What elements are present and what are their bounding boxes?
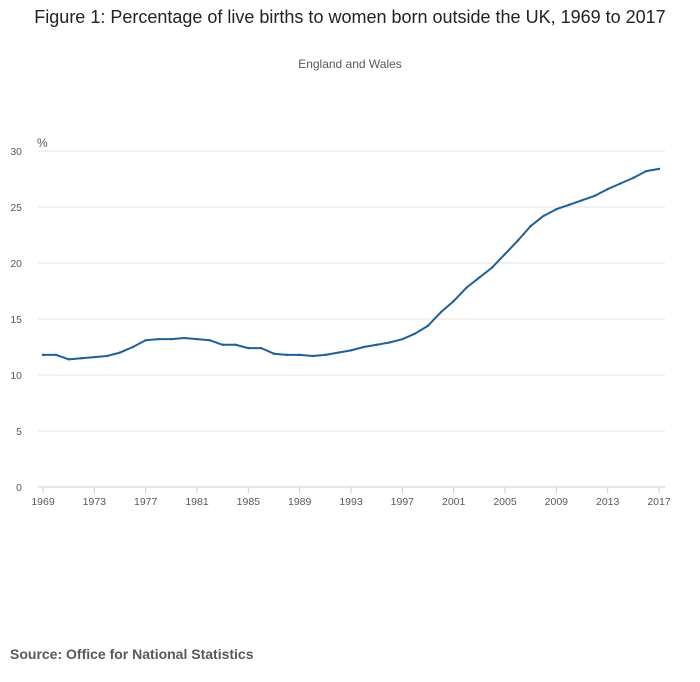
series-line	[42, 167, 660, 361]
y-tick-label: 15	[10, 314, 22, 326]
data-point	[298, 353, 301, 357]
data-point	[529, 224, 532, 228]
data-point	[118, 351, 122, 354]
data-point	[93, 355, 96, 359]
data-point	[606, 187, 609, 191]
data-point	[131, 345, 135, 349]
y-tick-label: 20	[10, 258, 22, 270]
chart-title: Figure 1: Percentage of live births to w…	[34, 7, 666, 27]
data-point	[388, 341, 391, 344]
data-point	[362, 345, 366, 349]
x-tick-label: 2013	[596, 496, 620, 508]
data-point	[234, 343, 237, 346]
data-point	[144, 339, 147, 342]
data-point	[465, 286, 468, 289]
axes: 0 5 10 15 20 25 30 1969 1973 1977 1981 1985 1989 1993…	[10, 146, 671, 508]
data-point	[644, 169, 648, 173]
data-point	[221, 343, 224, 346]
x-tick-label: 2005	[493, 496, 517, 508]
series-layer	[41, 167, 661, 361]
data-point	[105, 354, 109, 358]
x-tick-label: 1973	[83, 496, 107, 508]
data-point	[490, 266, 494, 269]
data-point	[336, 351, 340, 354]
y-tick-label: 30	[10, 146, 22, 158]
data-point	[157, 337, 160, 341]
y-tick-label: 0	[16, 482, 22, 494]
data-point	[401, 337, 404, 341]
source-note: Source: Office for National Statistics	[10, 646, 254, 662]
data-point	[657, 167, 661, 171]
data-point	[555, 208, 558, 211]
y-tick-label: 5	[16, 426, 22, 438]
data-point	[580, 199, 584, 202]
data-point	[285, 353, 289, 357]
data-point	[195, 337, 199, 341]
chart-subtitle: England and Wales	[298, 57, 402, 71]
data-point	[349, 349, 353, 352]
data-point	[567, 203, 571, 206]
data-point	[375, 343, 378, 346]
y-unit-label: %	[37, 136, 48, 150]
y-tick-label: 10	[10, 370, 22, 382]
data-point	[516, 239, 520, 242]
data-point	[478, 276, 481, 279]
gridlines	[38, 150, 665, 488]
data-point	[208, 339, 212, 342]
y-tick-label: 25	[10, 202, 22, 214]
data-point	[80, 357, 83, 360]
x-tick-label: 1993	[339, 496, 363, 508]
data-point	[54, 353, 58, 357]
data-point	[247, 346, 250, 350]
data-point	[452, 299, 455, 303]
x-tick-label: 2009	[545, 496, 569, 508]
data-point	[439, 311, 443, 314]
data-point	[272, 352, 276, 355]
data-point	[413, 332, 417, 335]
x-tick-label: 1989	[288, 496, 312, 508]
data-point	[593, 194, 597, 197]
data-point	[311, 354, 314, 358]
data-point	[426, 324, 430, 327]
x-tick-label: 1985	[237, 496, 261, 508]
x-tick-label: 2017	[647, 496, 671, 508]
data-point	[67, 358, 70, 361]
x-tick-label: 1977	[134, 496, 158, 508]
data-point	[503, 252, 507, 256]
data-point	[632, 176, 635, 180]
data-point	[182, 336, 186, 340]
x-tick-label: 1969	[31, 496, 55, 508]
x-tick-label: 1997	[391, 496, 415, 508]
data-point	[324, 353, 327, 357]
x-tick-label: 2001	[442, 496, 466, 508]
data-point	[41, 353, 45, 357]
data-point	[170, 337, 173, 341]
data-point	[542, 214, 545, 218]
data-point	[259, 346, 263, 350]
x-tick-label: 1981	[185, 496, 209, 508]
data-point	[619, 182, 622, 185]
